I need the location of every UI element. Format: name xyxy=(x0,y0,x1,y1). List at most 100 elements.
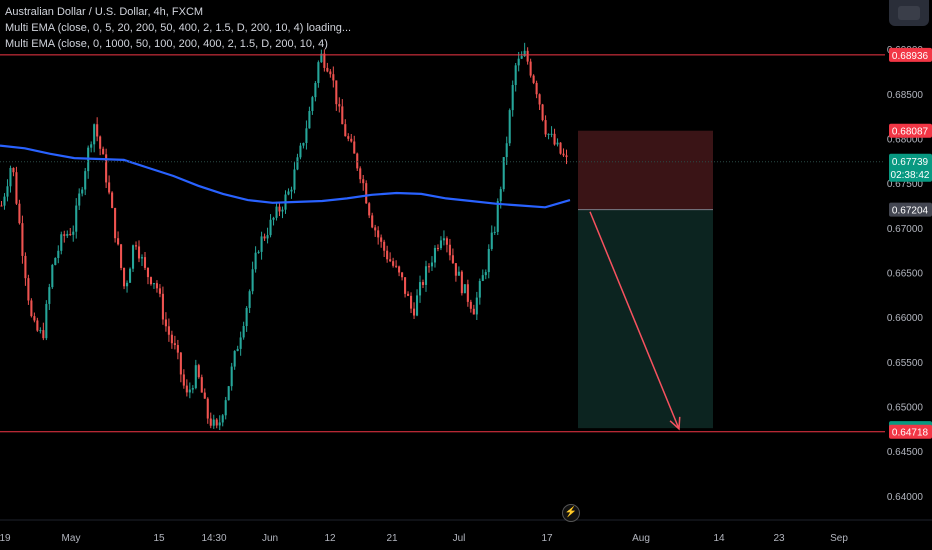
candle-body xyxy=(191,388,194,390)
x-tick-label: 23 xyxy=(773,533,785,544)
candle-body xyxy=(24,255,27,279)
candle-body xyxy=(173,343,176,346)
candle-body xyxy=(105,154,108,183)
candle-body xyxy=(6,186,9,197)
candle-body xyxy=(137,246,141,259)
candle-body xyxy=(529,61,532,76)
candle-body xyxy=(553,133,556,145)
candle-body xyxy=(362,179,365,184)
candle-body xyxy=(338,104,341,107)
candle-body xyxy=(54,257,57,265)
candle-body xyxy=(311,97,314,112)
indicator-multi-ema-1[interactable]: Multi EMA (close, 0, 5, 20, 200, 50, 400… xyxy=(5,22,352,34)
candle-body xyxy=(260,236,263,252)
candle-body xyxy=(559,142,562,154)
candle-body xyxy=(75,205,78,232)
price-label-text: 0.68936 xyxy=(892,51,929,62)
candle-body xyxy=(140,257,144,259)
candle-body xyxy=(84,171,87,190)
symbol-title[interactable]: Australian Dollar / U.S. Dollar, 4h, FXC… xyxy=(5,6,204,18)
candle-body xyxy=(302,142,305,146)
candle-body xyxy=(236,348,239,352)
candlesticks xyxy=(0,42,568,431)
y-tick-label: 0.67500 xyxy=(887,179,924,190)
take-profit-zone xyxy=(578,209,713,429)
arrow-head xyxy=(669,416,681,431)
candle-body xyxy=(404,277,407,294)
ema-200-line xyxy=(0,144,571,209)
candle-body xyxy=(380,237,383,242)
candle-body xyxy=(398,266,401,273)
candle-body xyxy=(254,252,257,270)
candle-body xyxy=(556,142,559,145)
candle-body xyxy=(42,330,45,339)
y-tick-label: 0.68500 xyxy=(887,90,924,101)
price-label-entry xyxy=(889,202,932,217)
candle-body xyxy=(544,120,547,135)
y-tick-label: 0.68000 xyxy=(887,134,924,145)
candle-body xyxy=(347,136,350,139)
price-axis-bg xyxy=(885,0,932,550)
candle-body xyxy=(535,82,538,95)
candle-body xyxy=(120,244,123,268)
candle-body xyxy=(278,206,281,212)
price-axis: 0.690000.685000.680000.675000.670000.665… xyxy=(885,0,932,550)
indicator-multi-ema-2[interactable]: Multi EMA (close, 0, 1000, 50, 100, 200,… xyxy=(5,38,328,50)
candle-body xyxy=(36,320,39,331)
candle-body xyxy=(496,201,499,232)
time-axis: 19 May 15 14:30 Jun 12 21 Jul 17 Aug 14 23 Sep xyxy=(0,519,932,550)
layout-widget-icon[interactable] xyxy=(889,0,929,26)
y-tick-label: 0.65000 xyxy=(887,403,924,414)
chart-legend: Australian Dollar / U.S. Dollar, 4h, FXC… xyxy=(5,4,351,52)
candle-body xyxy=(128,268,132,283)
candle-body xyxy=(475,297,478,315)
candle-body xyxy=(155,283,158,289)
candle-body xyxy=(21,223,24,256)
candle-body xyxy=(48,287,51,304)
candle-body xyxy=(123,267,126,287)
candle-body xyxy=(114,207,117,239)
candle-body xyxy=(188,389,191,393)
candle-body xyxy=(430,262,434,267)
candle-body xyxy=(90,144,93,148)
candle-body xyxy=(296,157,299,170)
candle-body xyxy=(320,53,323,63)
candle-body xyxy=(102,148,105,155)
candle-body xyxy=(538,94,541,105)
candle-body xyxy=(167,326,170,335)
candle-body xyxy=(93,124,96,145)
candle-body xyxy=(550,133,553,135)
x-tick-label: Aug xyxy=(632,533,650,544)
candle-body xyxy=(111,192,114,208)
flash-icon[interactable]: ⚡ xyxy=(562,504,580,522)
candle-body xyxy=(45,303,48,339)
candle-body xyxy=(272,217,275,220)
candle-body xyxy=(323,53,326,68)
position-zones xyxy=(578,130,713,429)
y-tick-label: 0.64000 xyxy=(887,492,924,503)
candle-body xyxy=(505,143,508,158)
candle-body xyxy=(161,293,164,320)
candle-body xyxy=(134,245,138,247)
candle-body xyxy=(317,62,320,83)
candle-body xyxy=(170,334,173,344)
candle-body xyxy=(287,191,290,195)
price-labels: 0.68936 0.68087 0.67739 02:38:42 0.67204 0.64… xyxy=(889,47,932,439)
candle-body xyxy=(407,293,410,296)
candle-body xyxy=(445,238,448,245)
candle-body xyxy=(227,386,230,401)
candle-body xyxy=(230,366,233,387)
candle-body xyxy=(439,240,442,249)
candle-body xyxy=(377,230,380,238)
candle-body xyxy=(72,231,75,235)
candle-body xyxy=(30,300,33,317)
candle-body xyxy=(502,157,505,190)
candle-body xyxy=(332,74,335,81)
candle-body xyxy=(57,250,60,258)
candle-body xyxy=(149,277,153,285)
candle-body xyxy=(442,238,445,241)
candle-body xyxy=(221,415,224,423)
candle-body xyxy=(514,65,517,86)
trade-arrow xyxy=(589,211,681,431)
